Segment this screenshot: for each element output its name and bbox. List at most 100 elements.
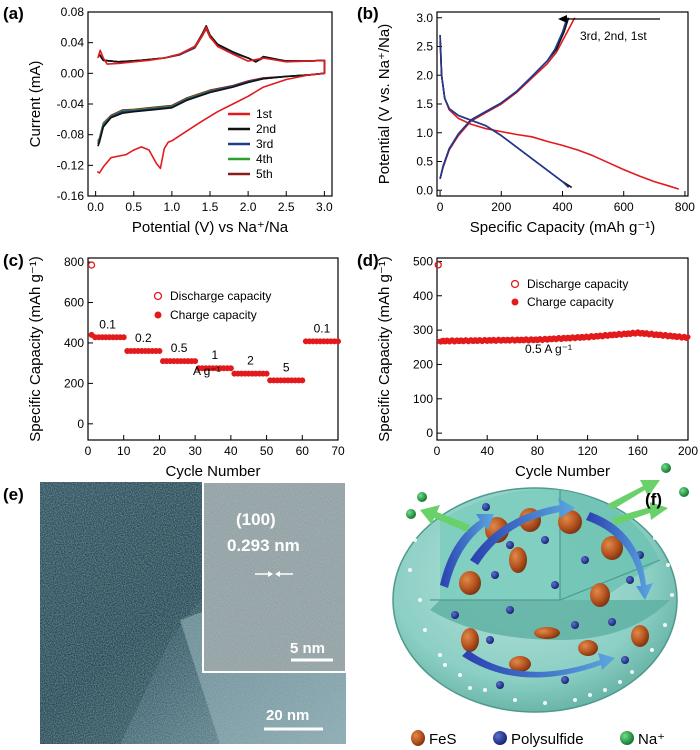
legend-label-4th: 4th: [256, 152, 273, 166]
x-tick-label: 10: [117, 444, 131, 458]
legend-discharge-marker: [510, 279, 520, 289]
x-axis-title: Potential (V) vs Na⁺/Na: [132, 219, 289, 236]
inset-scale-label: 5 nm: [290, 640, 325, 657]
x-axis-title: Cycle Number: [165, 463, 260, 480]
cv-series-1st: [96, 26, 326, 174]
legend-charge-label: Charge capacity: [527, 295, 614, 309]
polysulfide-particles: [451, 503, 644, 689]
y-tick-label: 0.00: [61, 66, 85, 80]
y-tick-label: 800: [64, 255, 84, 269]
sodium-legend-label: Na⁺: [638, 731, 665, 748]
x-tick-label: 200: [678, 444, 698, 458]
legend-charge-marker: [511, 298, 519, 306]
discharge-point: [434, 261, 442, 269]
y-tick-label: 300: [413, 323, 433, 337]
y-tick-label: 0.08: [61, 5, 85, 19]
x-tick-label: 80: [531, 444, 545, 458]
y-tick-label: 1.5: [416, 97, 433, 111]
plot-frame: [87, 11, 333, 197]
y-axis-title: Specific Capacity (mAh g⁻¹): [27, 256, 44, 441]
charge-point: [299, 377, 306, 384]
gcd-curve-2nd-charge: [439, 17, 570, 179]
x-tick-label: 30: [188, 444, 202, 458]
rate-label: 0.1: [314, 321, 331, 335]
x-tick-label: 600: [614, 200, 634, 214]
main-scale-label: 20 nm: [266, 707, 309, 724]
x-tick-label: 0: [434, 444, 441, 458]
charge-point: [685, 334, 691, 340]
rate-label: 0.1: [99, 317, 116, 331]
legend-charge-marker: [154, 311, 162, 319]
plot-frame: [87, 257, 339, 441]
panel-c-rate-capability-chart: 0 10 20 30 40 50 60 70 800 600 400 200 0 Cycle Number…: [27, 255, 345, 480]
x-tick-label: 800: [675, 200, 695, 214]
x-axis-title: Cycle Number: [515, 463, 610, 480]
x-tick-label: 0: [85, 444, 92, 458]
migration-arrows: [440, 498, 653, 678]
x-axis-title: Specific Capacity (mAh g⁻¹): [470, 219, 655, 236]
panel-label-a: (a): [3, 4, 24, 23]
x-tick-label: 50: [260, 444, 274, 458]
cv-series-3rd: [97, 25, 326, 145]
y-axis-title: Specific Capacity (mAh g⁻¹): [376, 256, 393, 441]
y-tick-label: 0.04: [61, 36, 85, 50]
fes-legend-icon: [411, 730, 425, 746]
x-tick-label: 160: [628, 444, 648, 458]
y-tick-label: 400: [413, 289, 433, 303]
legend-discharge-label: Discharge capacity: [170, 289, 271, 303]
panel-a-cv-chart: 0.0 0.5 1.0 1.5 2.0 2.5 3.0 0.08 0.04 0.00 -0.04 -0…: [27, 5, 333, 236]
y-tick-label: 100: [413, 392, 433, 406]
inset-spacing-label: 0.293 nm: [227, 536, 300, 555]
x-tick-label: 3.0: [316, 200, 333, 214]
y-tick-label: 0: [426, 426, 433, 440]
legend-label-1st: 1st: [256, 107, 273, 121]
y-tick-label: -0.16: [57, 189, 85, 203]
legend-label-5th: 5th: [256, 167, 273, 181]
x-tick-label: 0.5: [125, 200, 142, 214]
legend-discharge-label: Discharge capacity: [527, 277, 628, 291]
sodium-ion-arrows: [420, 480, 668, 532]
y-tick-label: -0.12: [57, 158, 85, 172]
rate-label: 2: [247, 354, 254, 368]
x-tick-label: 40: [481, 444, 495, 458]
x-tick-label: 40: [224, 444, 238, 458]
discharge-point: [87, 261, 96, 269]
panel-b-charge-discharge-chart: 0 200 400 600 800 0.0 0.5 1.0 1.5 2.0 2.5 3.0 Specif…: [376, 11, 695, 236]
plot-frame: [436, 257, 689, 441]
legend-charge-label: Charge capacity: [170, 308, 257, 322]
x-tick-label: 120: [578, 444, 598, 458]
x-tick-label: 2.5: [278, 200, 295, 214]
charge-point: [263, 370, 270, 377]
y-tick-label: 1.0: [416, 126, 433, 140]
x-tick-label: 0: [437, 200, 444, 214]
y-tick-label: 200: [413, 357, 433, 371]
panel-e-tem-image: (100) 0.293 nm 5 nm 20 nm: [40, 481, 347, 744]
panel-label-f: (f): [645, 490, 662, 509]
cycle-order-arrowhead: [558, 15, 567, 23]
cv-series-5th: [97, 28, 326, 142]
polysulfide-legend-label: Polysulfide: [511, 731, 584, 748]
inset-plane-label: (100): [236, 510, 276, 529]
charge-point: [335, 338, 341, 345]
x-tick-label: 1.5: [202, 200, 219, 214]
x-tick-label: 20: [153, 444, 167, 458]
legend-discharge-marker: [153, 291, 163, 301]
cycle-order-label: 3rd, 2nd, 1st: [580, 29, 647, 43]
charge-point: [120, 334, 127, 341]
y-tick-label: 2.0: [416, 68, 433, 82]
rate-label: 1: [211, 348, 218, 362]
y-tick-label: 400: [64, 336, 84, 350]
x-tick-label: 0.0: [87, 200, 104, 214]
gcd-curve-1st-discharge: [439, 40, 680, 190]
cv-series-2nd: [97, 24, 326, 147]
y-tick-label: 2.5: [416, 40, 433, 54]
y-tick-label: 500: [413, 254, 433, 268]
panel-d-cycling-chart: 0 40 80 120 160 200 500 400 300 200 100 0 Cycle Numb…: [376, 254, 698, 480]
legend-label-2nd: 2nd: [256, 122, 276, 136]
sodium-legend-icon: [620, 731, 634, 745]
panel-f-schematic: FeS Polysulfide Na⁺: [392, 463, 689, 748]
panel-label-e: (e): [3, 485, 24, 504]
panel-label-b: (b): [357, 4, 379, 23]
legend-label-3rd: 3rd: [256, 137, 273, 151]
